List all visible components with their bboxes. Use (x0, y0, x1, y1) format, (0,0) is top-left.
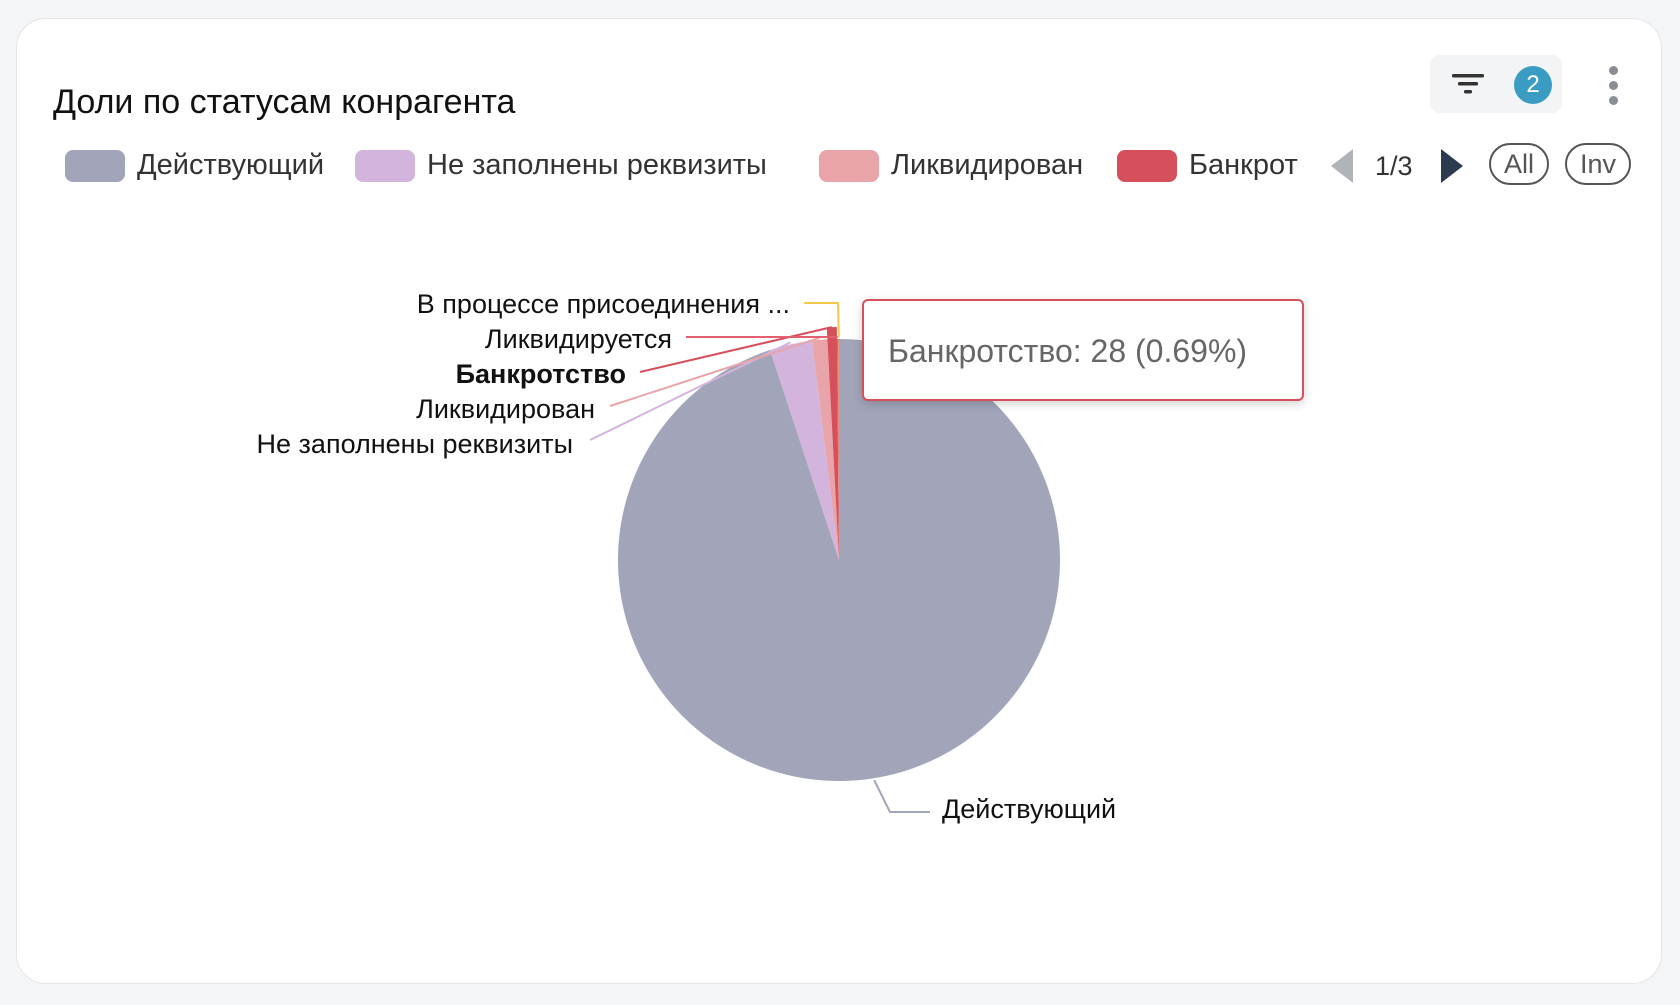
pie-leader-line-3 (639, 326, 833, 373)
pie-label-4: Ликвидируется (485, 324, 672, 354)
legend-page-indicator: 1/3 (1375, 151, 1413, 181)
legend-prev-page-icon[interactable] (1329, 149, 1355, 183)
chart-legend: Действующий Не заполнены реквизиты Ликви… (65, 141, 1645, 189)
filter-count-badge: 2 (1514, 66, 1552, 104)
legend-swatch (1117, 150, 1177, 182)
pie-leader-line-5 (804, 302, 840, 338)
legend-select-all-button[interactable]: All (1489, 143, 1549, 185)
legend-swatch (355, 150, 415, 182)
pie-label-5: В процессе присоединения ... (417, 289, 790, 319)
chart-title: Доли по статусам конрагента (53, 83, 516, 121)
tooltip-text: Банкротство: 28 (0.69%) (888, 333, 1248, 369)
pie-leader-line-0 (873, 779, 930, 813)
legend-swatch (819, 150, 879, 182)
legend-swatch (65, 150, 125, 182)
chart-card: Доли по статусам конрагента 2 Действующи… (16, 18, 1662, 984)
legend-label: Не заполнены реквизиты (427, 149, 767, 181)
pie-slice-4[interactable] (836, 339, 839, 560)
pie-label-3: Банкротство (456, 359, 626, 389)
legend-label: Банкрот (1189, 149, 1298, 181)
more-vertical-icon[interactable] (1601, 63, 1625, 107)
pie-leader-line-2 (609, 336, 820, 407)
pie-label-1: Не заполнены реквизиты (257, 429, 573, 459)
pie-slice-3[interactable] (826, 327, 839, 560)
legend-label: Действующий (137, 149, 325, 181)
pie-label-2: Ликвидирован (416, 394, 595, 424)
pie-label-0: Действующий (942, 794, 1116, 824)
legend-next-page-icon[interactable] (1439, 149, 1465, 183)
filter-button[interactable]: 2 (1430, 55, 1562, 113)
pie-slice-1[interactable] (770, 340, 839, 560)
legend-label: Ликвидирован (891, 149, 1084, 181)
pie-slice-2[interactable] (812, 339, 839, 560)
legend-invert-button[interactable]: Inv (1565, 143, 1631, 185)
filter-icon (1452, 74, 1484, 94)
chart-tooltip: Банкротство: 28 (0.69%) (862, 299, 1304, 401)
